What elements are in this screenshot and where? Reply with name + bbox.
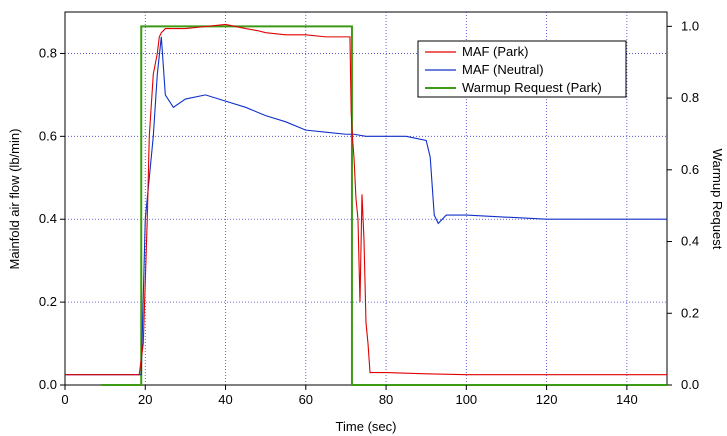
y-axis-title: Mainfold air flow (lb/min) xyxy=(7,129,22,270)
x-tick-label: 60 xyxy=(299,392,313,407)
y-tick-label: 0.4 xyxy=(39,211,57,226)
y2-tick-label: 0.0 xyxy=(681,377,699,392)
y2-tick-label: 0.4 xyxy=(681,234,699,249)
y2-tick-label: 0.2 xyxy=(681,305,699,320)
x-tick-label: 0 xyxy=(61,392,68,407)
y-tick-label: 0.2 xyxy=(39,294,57,309)
y2-axis-title: Warmup Request xyxy=(710,149,725,250)
x-tick-label: 140 xyxy=(616,392,638,407)
y2-tick-label: 0.8 xyxy=(681,90,699,105)
legend-label-warmup-request: Warmup Request (Park) xyxy=(462,80,602,95)
y2-tick-label: 0.6 xyxy=(681,162,699,177)
x-tick-label: 40 xyxy=(218,392,232,407)
x-tick-label: 20 xyxy=(138,392,152,407)
y-tick-label: 0.6 xyxy=(39,128,57,143)
x-tick-label: 120 xyxy=(536,392,558,407)
y-tick-label: 0.8 xyxy=(39,45,57,60)
series-line-maf-neutral xyxy=(65,36,667,376)
legend: MAF (Park) MAF (Neutral) Warmup Request … xyxy=(417,40,627,98)
x-axis-title: Time (sec) xyxy=(336,419,397,434)
y2-tick-label: 1.0 xyxy=(681,18,699,33)
legend-label-maf-park: MAF (Park) xyxy=(462,44,528,59)
y-tick-label: 0.0 xyxy=(39,377,57,392)
series-layer xyxy=(65,23,667,386)
x-tick-label: 80 xyxy=(379,392,393,407)
x-tick-label: 100 xyxy=(455,392,477,407)
axes: 0 20 40 60 80 100 120 140 0.0 0.2 0.4 0.6 0.8 0.0 0.2 0… xyxy=(39,18,699,407)
series-line-warmup-request-park xyxy=(101,25,667,386)
legend-label-maf-neutral: MAF (Neutral) xyxy=(462,62,544,77)
series-line-maf-park xyxy=(65,23,667,376)
